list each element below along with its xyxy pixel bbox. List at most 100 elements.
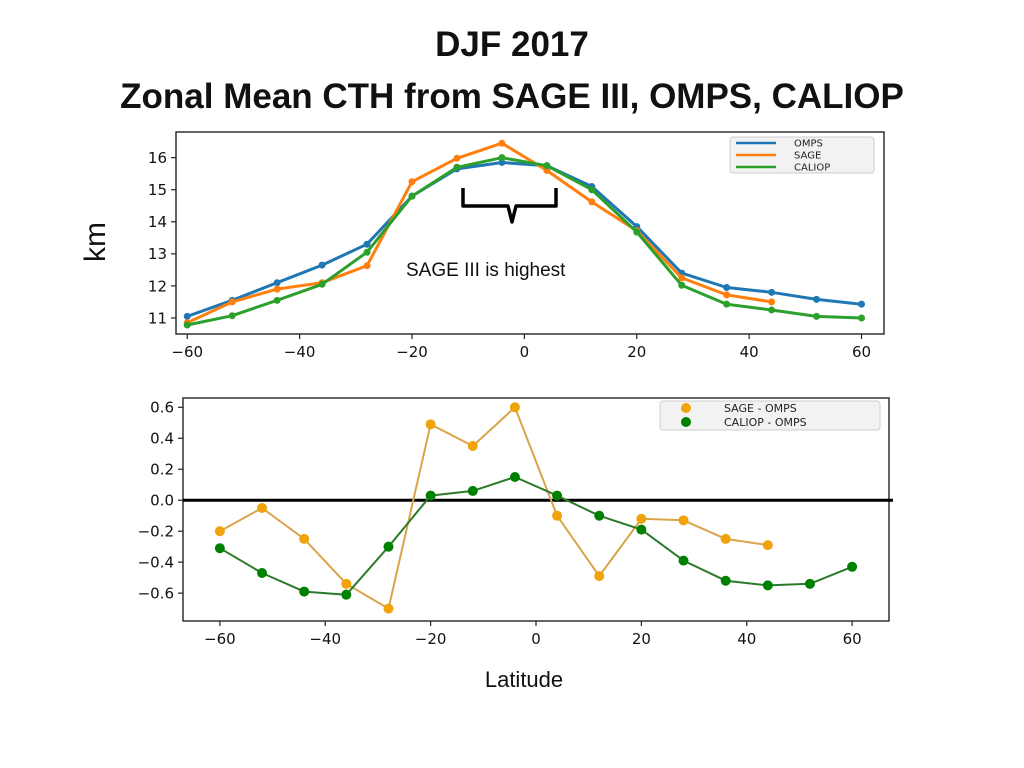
data-point (341, 578, 352, 589)
y-tick-label: 12 (148, 277, 167, 295)
data-point (299, 533, 310, 544)
data-point (720, 533, 731, 544)
annotation-group: SAGE III is highest (406, 188, 566, 281)
slide-subtitle: Zonal Mean CTH from SAGE III, OMPS, CALI… (120, 77, 904, 116)
x-tick-label: 60 (843, 630, 862, 648)
data-point (299, 586, 310, 597)
data-point (228, 312, 236, 320)
data-point (723, 300, 731, 308)
data-point (383, 603, 394, 614)
data-point (363, 240, 371, 248)
data-point (678, 555, 689, 566)
data-point (762, 580, 773, 591)
legend-marker (681, 403, 691, 413)
y-tick-label: 15 (148, 181, 167, 199)
data-point (453, 163, 461, 171)
series-caliop-omps (214, 471, 858, 600)
data-point (636, 513, 647, 524)
data-point (425, 419, 436, 430)
series-line (186, 156, 862, 327)
data-point (318, 280, 326, 288)
data-point (813, 295, 821, 303)
data-point (467, 441, 478, 452)
data-point (858, 300, 866, 308)
y-tick-label: 13 (148, 245, 167, 263)
data-point (543, 162, 551, 170)
data-point (552, 490, 563, 501)
data-point (768, 306, 776, 314)
x-tick-label: 60 (852, 343, 871, 361)
data-point (467, 485, 478, 496)
legend-box (659, 400, 881, 431)
data-point (552, 510, 563, 521)
data-point (588, 186, 596, 194)
x-axis-label: Latitude (484, 667, 564, 692)
legend-label: CALIOP - OMPS (724, 416, 807, 429)
data-point (723, 284, 731, 292)
plot-frame (182, 397, 890, 622)
data-point (858, 314, 866, 322)
data-point (509, 402, 520, 413)
x-tick-label: 40 (740, 343, 759, 361)
series-line (219, 476, 853, 596)
x-tick-label: −60 (171, 343, 203, 361)
data-point (341, 589, 352, 600)
data-point (768, 298, 776, 306)
data-point (847, 561, 858, 572)
series-caliop (183, 154, 866, 329)
data-point (183, 312, 191, 320)
y-tick-label: 16 (148, 149, 167, 167)
data-point (720, 575, 731, 586)
data-point (408, 178, 416, 186)
y-tick-label: −0.6 (138, 585, 174, 603)
data-point (425, 490, 436, 501)
series-sage-omps (214, 402, 773, 614)
data-point (453, 154, 461, 162)
data-point (363, 262, 371, 270)
y-tick-label: 14 (148, 213, 167, 231)
data-point (588, 198, 596, 206)
data-point (509, 471, 520, 482)
legend-label: OMPS (794, 139, 823, 150)
top-chart-cth: 11 12 13 14 15 16 −60 −40 −20 0 20 40 60 OMPSSAGECALI… (148, 131, 885, 361)
data-point (678, 281, 686, 289)
series-line (219, 406, 768, 610)
bottom-chart-difference: −0.6 −0.4 −0.2 0.0 0.2 0.4 0.6 −60 −40 −20 0 20 40 60… (138, 397, 893, 648)
legend-label: CALIOP (794, 163, 830, 174)
data-point (678, 274, 686, 282)
x-tick-label: −40 (284, 343, 316, 361)
data-point (723, 291, 731, 299)
data-point (804, 578, 815, 589)
data-point (363, 248, 371, 256)
x-tick-label: −20 (396, 343, 428, 361)
data-point (214, 526, 225, 537)
x-tick-label: −60 (204, 630, 236, 648)
data-point (594, 510, 605, 521)
data-point (498, 154, 506, 162)
data-point (383, 541, 394, 552)
data-point (318, 261, 326, 269)
y-tick-label: −0.2 (138, 523, 174, 541)
data-point (633, 228, 641, 236)
legend-label: SAGE (794, 151, 821, 162)
legend-label: SAGE - OMPS (724, 402, 797, 415)
data-point (257, 502, 268, 513)
legend-marker (681, 417, 691, 427)
data-point (273, 285, 281, 293)
y-tick-label: 0.6 (150, 399, 174, 417)
data-point (273, 279, 281, 287)
slide-title: DJF 2017 (435, 25, 589, 64)
legend-box (729, 136, 875, 174)
data-point (543, 166, 551, 174)
data-point (498, 139, 506, 147)
x-tick-label: 40 (737, 630, 756, 648)
y-tick-label: 0.2 (150, 461, 174, 479)
data-point (273, 296, 281, 304)
data-point (762, 540, 773, 551)
data-point (183, 321, 191, 329)
y-tick-label: −0.4 (138, 554, 174, 572)
y-tick-label: 0.0 (150, 492, 174, 510)
